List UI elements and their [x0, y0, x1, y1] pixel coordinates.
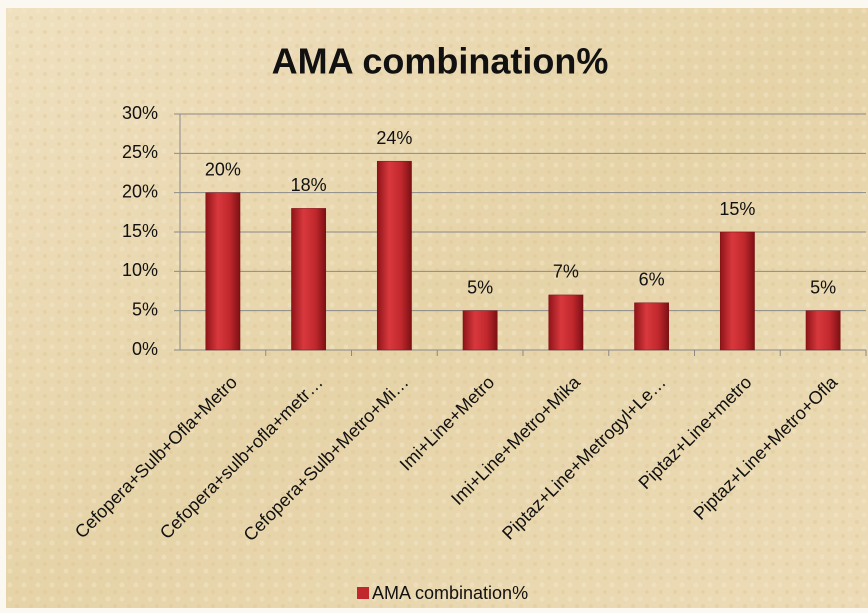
chart-title: AMA combination% [272, 41, 609, 82]
data-label: 5% [467, 277, 493, 297]
data-label: 15% [719, 199, 755, 219]
data-label: 5% [810, 277, 836, 297]
bar [634, 302, 670, 351]
data-label: 7% [553, 262, 579, 282]
y-tick-label: 5% [132, 299, 158, 319]
legend-label: AMA combination% [372, 583, 528, 603]
bar [719, 231, 755, 351]
y-tick-label: 20% [122, 181, 158, 201]
bar [205, 192, 241, 351]
y-tick-label: 30% [122, 103, 158, 123]
bar [462, 310, 498, 351]
data-label: 20% [205, 159, 241, 179]
y-tick-label: 15% [122, 221, 158, 241]
bar [291, 208, 327, 351]
bar [548, 294, 584, 351]
legend-swatch [357, 587, 369, 599]
y-tick-label: 25% [122, 142, 158, 162]
bar [805, 310, 841, 351]
data-label: 6% [639, 270, 665, 290]
y-tick-label: 0% [132, 339, 158, 359]
bar [376, 160, 412, 351]
data-label: 24% [376, 128, 412, 148]
data-label: 18% [291, 175, 327, 195]
y-tick-label: 10% [122, 260, 158, 280]
